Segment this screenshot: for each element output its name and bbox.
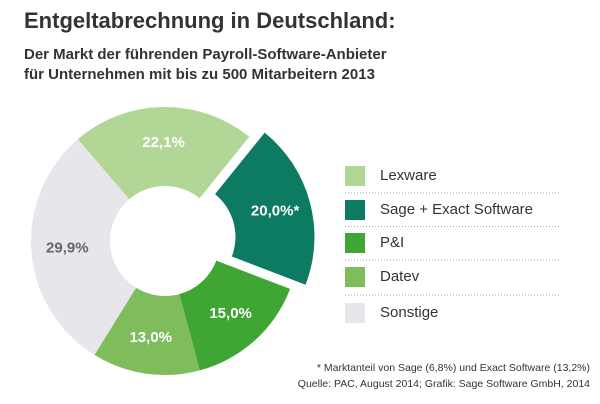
slice-label: 29,9% bbox=[46, 240, 89, 257]
chart-title: Entgeltabrechnung in Deutschland: bbox=[24, 8, 396, 33]
slice-label: 22,1% bbox=[142, 134, 185, 151]
legend-label: P&I bbox=[380, 234, 404, 251]
slice-label: 13,0% bbox=[129, 329, 172, 346]
legend-label: Sage + Exact Software bbox=[380, 201, 533, 218]
source: Quelle: PAC, August 2014; Grafik: Sage S… bbox=[298, 378, 590, 390]
donut-slice bbox=[179, 260, 291, 371]
legend-swatch bbox=[345, 166, 365, 186]
footnote: * Marktanteil von Sage (6,8%) und Exact … bbox=[317, 362, 590, 374]
legend-swatch bbox=[345, 267, 365, 287]
donut-slice bbox=[215, 132, 315, 285]
legend-swatch bbox=[345, 200, 365, 220]
legend-swatch bbox=[345, 303, 365, 323]
chart-subtitle: für Unternehmen mit bis zu 500 Mitarbeit… bbox=[24, 66, 375, 83]
legend-label: Lexware bbox=[380, 167, 437, 184]
donut-slice bbox=[31, 139, 137, 355]
donut-slice bbox=[94, 287, 200, 375]
slice-label: 20,0%* bbox=[251, 202, 300, 219]
legend-swatch bbox=[345, 233, 365, 253]
donut-slice bbox=[77, 107, 250, 200]
legend-label: Sonstige bbox=[380, 304, 438, 321]
chart-subtitle: Der Markt der führenden Payroll-Software… bbox=[24, 46, 387, 63]
slice-label: 15,0% bbox=[209, 305, 252, 322]
legend-label: Datev bbox=[380, 268, 420, 285]
